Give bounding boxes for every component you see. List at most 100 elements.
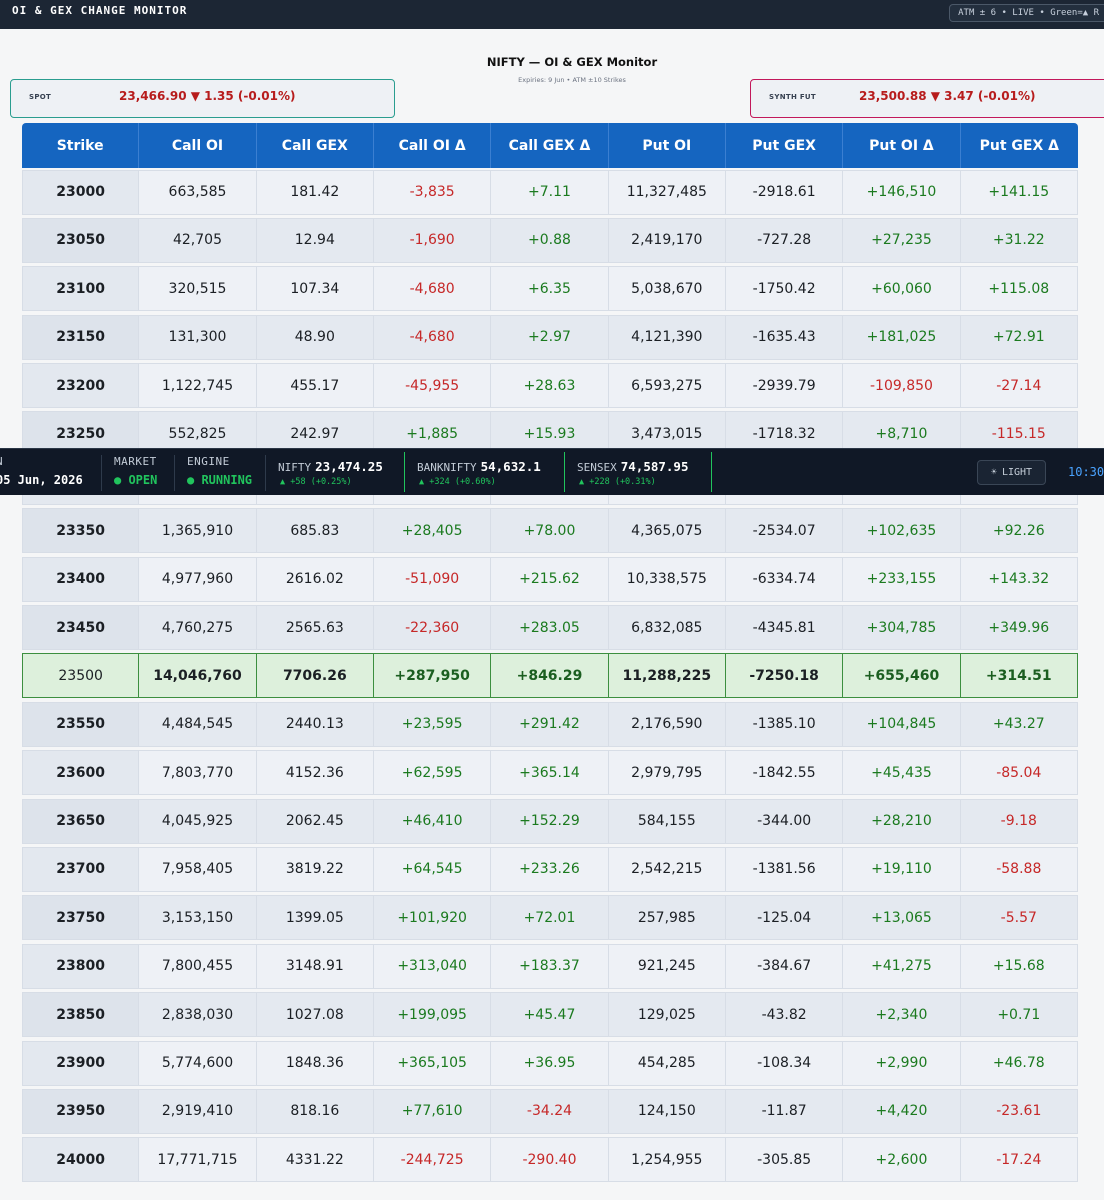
cell-put-gex-delta: -9.18 xyxy=(960,798,1078,844)
cell-call-oi: 7,800,455 xyxy=(139,943,257,989)
cell-call-oi-delta: -45,955 xyxy=(373,363,492,409)
cell-call-oi: 1,122,745 xyxy=(139,363,257,409)
cell-call-oi: 7,803,770 xyxy=(139,750,257,796)
cell-call-gex-delta: +36.95 xyxy=(491,1040,609,1086)
cell-call-oi: 2,919,410 xyxy=(139,1088,257,1134)
cell-put-oi: 5,038,670 xyxy=(608,266,726,312)
cell-strike: 23550 xyxy=(22,701,140,747)
index-change: ▲ +324 (+0.60%) xyxy=(419,477,496,487)
column-header-put-gex-delta: Put GEX Δ xyxy=(960,123,1078,168)
cell-put-gex: -6334.74 xyxy=(725,556,844,602)
cell-strike: 23100 xyxy=(22,266,140,312)
cell-call-oi: 4,977,960 xyxy=(139,556,257,602)
table-row: 24000 17,771,715 4331.22 -244,725 -290.40 1,2… xyxy=(22,1137,1078,1183)
cell-put-oi-delta: +655,460 xyxy=(843,653,961,699)
table-row: 23200 1,122,745 455.17 -45,955 +28.63 6,593,2… xyxy=(22,363,1078,409)
cell-put-gex: -344.00 xyxy=(725,798,844,844)
cell-call-oi: 7,958,405 xyxy=(139,846,257,892)
cell-put-gex-delta: -27.14 xyxy=(960,363,1078,409)
column-header-put-oi-delta: Put OI Δ xyxy=(843,123,961,168)
cell-put-gex: -1635.43 xyxy=(725,314,844,360)
cell-call-gex-delta: +233.26 xyxy=(491,846,609,892)
cell-put-gex-delta: +349.96 xyxy=(960,605,1078,651)
cell-put-gex-delta: +72.91 xyxy=(960,314,1078,360)
cell-strike: 23750 xyxy=(22,895,140,941)
cell-call-oi-delta: -3,835 xyxy=(373,169,492,215)
cell-put-oi: 584,155 xyxy=(608,798,726,844)
cell-call-oi-delta: +101,920 xyxy=(373,895,492,941)
cell-call-gex-delta: +183.37 xyxy=(491,943,609,989)
cell-call-gex: 685.83 xyxy=(256,508,374,554)
cell-call-gex: 1399.05 xyxy=(256,895,374,941)
cell-call-gex: 2062.45 xyxy=(256,798,374,844)
cell-call-oi-delta: -22,360 xyxy=(373,605,492,651)
cell-call-oi: 3,153,150 xyxy=(139,895,257,941)
cell-put-gex-delta: +15.68 xyxy=(960,943,1078,989)
cell-put-oi-delta: +41,275 xyxy=(843,943,961,989)
cell-put-oi-delta: +4,420 xyxy=(843,1088,961,1134)
cell-strike: 23600 xyxy=(22,750,140,796)
date-value: 05 Jun, 2026 xyxy=(0,473,83,487)
cell-call-gex: 818.16 xyxy=(256,1088,374,1134)
market-label: MARKET xyxy=(114,455,157,468)
cell-call-oi: 4,760,275 xyxy=(139,605,257,651)
index-name: BANKNIFTY xyxy=(417,461,477,474)
cell-put-gex: -1381.56 xyxy=(725,846,844,892)
table-row: 23550 4,484,545 2440.13 +23,595 +291.42 2,176… xyxy=(22,701,1078,747)
column-header-put-oi: Put OI xyxy=(608,123,726,168)
synth-fut-value: 23,500.88 ▼ 3.47 (-0.01%) xyxy=(859,89,1036,103)
cell-call-oi: 1,365,910 xyxy=(139,508,257,554)
cell-call-oi-delta: +46,410 xyxy=(373,798,492,844)
cell-put-oi: 921,245 xyxy=(608,943,726,989)
cell-put-gex-delta: +314.51 xyxy=(960,653,1078,699)
market-segment: MARKET ● OPEN xyxy=(114,449,174,496)
cell-put-oi-delta: +45,435 xyxy=(843,750,961,796)
cell-put-gex: -108.34 xyxy=(725,1040,844,1086)
cell-put-oi-delta: +304,785 xyxy=(843,605,961,651)
table-row: 23900 5,774,600 1848.36 +365,105 +36.95 454,2… xyxy=(22,1040,1078,1086)
cell-put-gex-delta: -23.61 xyxy=(960,1088,1078,1134)
column-header-call-oi: Call OI xyxy=(139,123,257,168)
app-title: OI & GEX CHANGE MONITOR xyxy=(12,4,188,17)
table-row: 23600 7,803,770 4152.36 +62,595 +365.14 2,979… xyxy=(22,750,1078,796)
table-body: 23000 663,585 181.42 -3,835 +7.11 11,327,485-… xyxy=(22,169,1078,1183)
cell-strike: 23350 xyxy=(22,508,140,554)
cell-call-gex-delta: +0.88 xyxy=(491,217,609,263)
cell-put-gex-delta: -17.24 xyxy=(960,1137,1078,1183)
cell-call-gex-delta: +215.62 xyxy=(491,556,609,602)
app-topbar: OI & GEX CHANGE MONITOR ATM ± 6 • LIVE •… xyxy=(0,0,1104,29)
cell-put-oi: 1,254,955 xyxy=(608,1137,726,1183)
cell-put-oi-delta: +146,510 xyxy=(843,169,961,215)
column-header-call-oi-delta: Call OI Δ xyxy=(373,123,492,168)
cell-call-gex: 7706.26 xyxy=(256,653,374,699)
cell-put-oi-delta: +102,635 xyxy=(843,508,961,554)
cell-put-oi: 4,365,075 xyxy=(608,508,726,554)
table-row: 23050 42,705 12.94 -1,690 +0.88 2,419,170 -727… xyxy=(22,217,1078,263)
cell-put-gex: -1842.55 xyxy=(725,750,844,796)
cell-call-oi-delta: +199,095 xyxy=(373,992,492,1038)
table-row: 23750 3,153,150 1399.05 +101,920 +72.01 257,9… xyxy=(22,895,1078,941)
cell-put-oi-delta: -109,850 xyxy=(843,363,961,409)
table-row: 23850 2,838,030 1027.08 +199,095 +45.47 129,0… xyxy=(22,992,1078,1038)
cell-call-gex: 181.42 xyxy=(256,169,374,215)
cell-call-oi-delta: -51,090 xyxy=(373,556,492,602)
theme-toggle-button[interactable]: ☀ LIGHT xyxy=(977,460,1046,485)
cell-strike: 23450 xyxy=(22,605,140,651)
cell-call-oi-delta: +313,040 xyxy=(373,943,492,989)
cell-put-oi: 11,327,485 xyxy=(608,169,726,215)
cell-strike: 23150 xyxy=(22,314,140,360)
cell-put-gex: -305.85 xyxy=(725,1137,844,1183)
table-row: 23950 2,919,410 818.16 +77,610 -34.24 124,150… xyxy=(22,1088,1078,1134)
cell-call-oi-delta: -4,680 xyxy=(373,266,492,312)
cell-put-gex-delta: -5.57 xyxy=(960,895,1078,941)
cell-put-oi: 129,025 xyxy=(608,992,726,1038)
cell-call-gex: 4331.22 xyxy=(256,1137,374,1183)
cell-call-gex: 455.17 xyxy=(256,363,374,409)
cell-put-oi: 454,285 xyxy=(608,1040,726,1086)
synth-fut-label: SYNTH FUT xyxy=(769,93,816,101)
cell-call-gex-delta: +6.35 xyxy=(491,266,609,312)
sun-icon: ☀ xyxy=(990,467,997,478)
cell-put-oi-delta: +27,235 xyxy=(843,217,961,263)
cell-call-gex: 1848.36 xyxy=(256,1040,374,1086)
cell-call-oi-delta: +77,610 xyxy=(373,1088,492,1134)
